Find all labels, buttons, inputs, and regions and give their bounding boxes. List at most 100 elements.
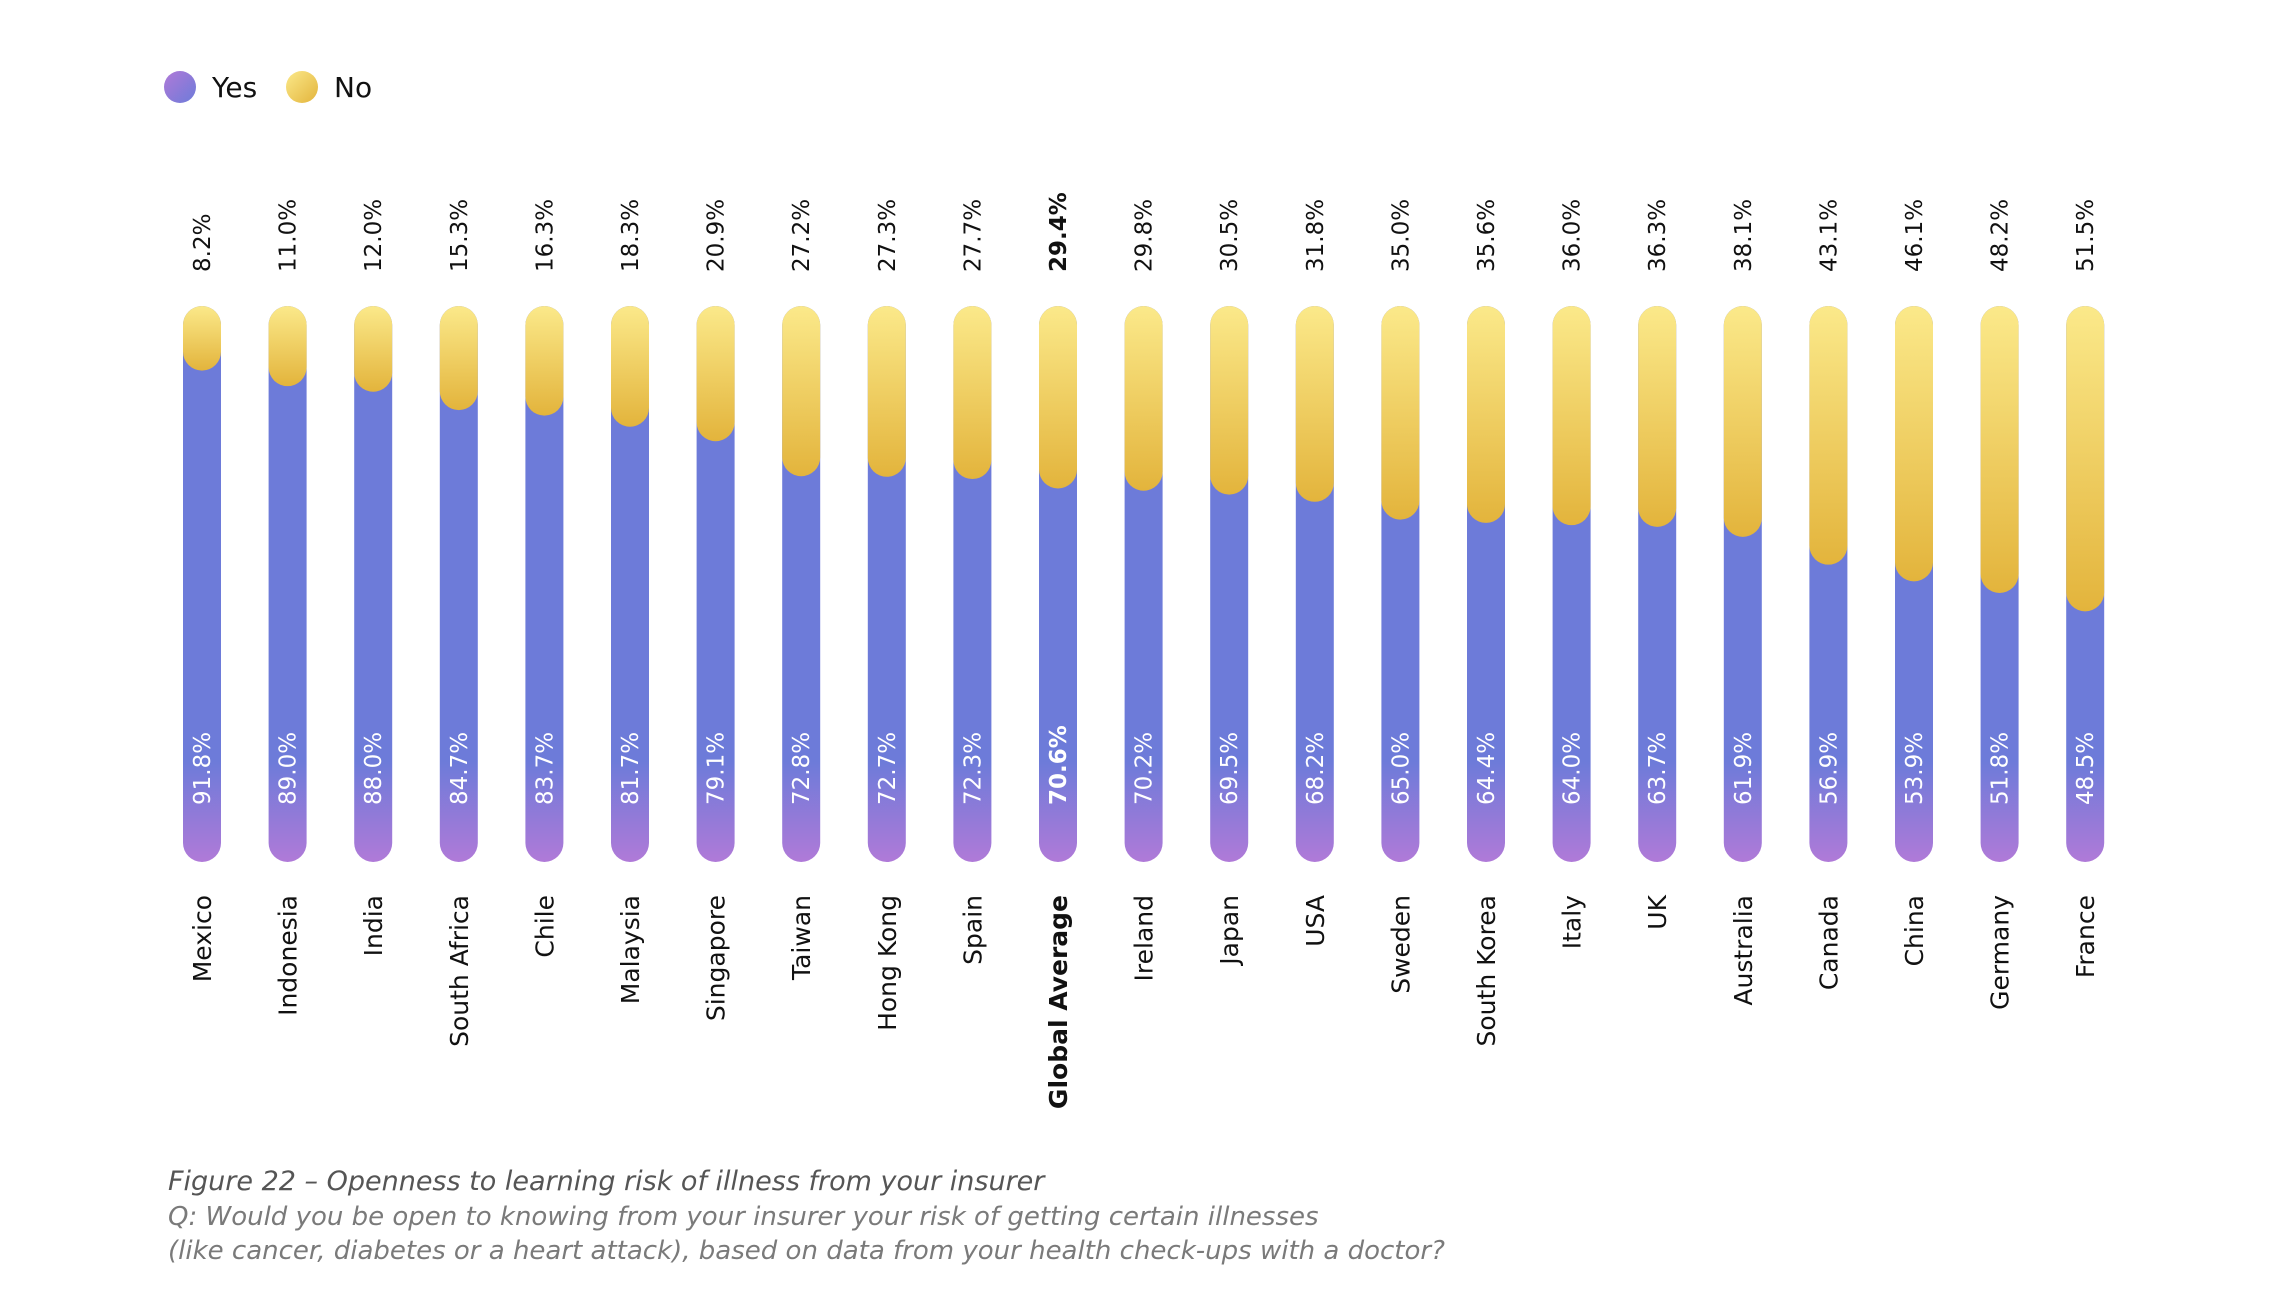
yes-value-label-japan: 69.5% bbox=[1217, 732, 1243, 805]
category-label-ireland: Ireland bbox=[1130, 895, 1159, 981]
legend-label-yes: Yes bbox=[211, 71, 257, 104]
yes-value-label-south-korea: 64.4% bbox=[1474, 732, 1500, 805]
category-label-spain: Spain bbox=[958, 895, 987, 965]
category-label-south-africa: South Africa bbox=[445, 895, 474, 1047]
bar-malaysia: 18.3% 81.7% Malaysia bbox=[611, 199, 649, 1004]
no-value-label-france: 51.5% bbox=[2073, 199, 2099, 272]
no-value-label-singapore: 20.9% bbox=[704, 199, 730, 272]
bar-taiwan: 27.2% 72.8% Taiwan bbox=[782, 199, 821, 981]
yes-value-label-india: 88.0% bbox=[361, 732, 387, 805]
bar-yes-india bbox=[354, 306, 393, 862]
bar-hong-kong: 27.3% 72.7% Hong Kong bbox=[867, 199, 906, 1031]
caption-title: Figure 22 – Openness to learning risk of… bbox=[168, 1166, 1045, 1197]
yes-value-label-south-africa: 84.7% bbox=[447, 732, 473, 805]
bar-no-taiwan bbox=[782, 306, 821, 477]
category-label-australia: Australia bbox=[1729, 895, 1758, 1006]
bar-no-australia bbox=[1723, 306, 1762, 537]
no-value-label-china: 46.1% bbox=[1902, 199, 1928, 272]
category-label-indonesia: Indonesia bbox=[274, 895, 303, 1016]
bar-uk: 36.3% 63.7% UK bbox=[1638, 199, 1677, 930]
yes-value-label-singapore: 79.1% bbox=[704, 732, 730, 805]
bar-no-malaysia bbox=[611, 306, 649, 427]
no-value-label-global-average: 29.4% bbox=[1046, 192, 1072, 272]
bar-no-germany bbox=[1980, 306, 2019, 593]
bar-no-hong-kong bbox=[867, 306, 906, 477]
bar-no-singapore bbox=[696, 306, 735, 442]
category-label-uk: UK bbox=[1643, 894, 1672, 929]
category-label-sweden: Sweden bbox=[1386, 895, 1415, 994]
category-label-india: India bbox=[359, 895, 388, 956]
yes-value-label-canada: 56.9% bbox=[1816, 732, 1842, 805]
bar-no-chile bbox=[525, 306, 564, 416]
category-label-singapore: Singapore bbox=[702, 895, 731, 1021]
bar-chile: 16.3% 83.7% Chile bbox=[525, 199, 564, 958]
category-label-japan: Japan bbox=[1215, 895, 1244, 967]
no-value-label-india: 12.0% bbox=[361, 199, 387, 272]
bar-no-mexico bbox=[183, 306, 221, 371]
bar-no-ireland bbox=[1124, 306, 1163, 491]
caption-question-line-2: (like cancer, diabetes or a heart attack… bbox=[168, 1236, 1445, 1266]
bar-france: 51.5% 48.5% France bbox=[2066, 199, 2105, 978]
bar-singapore: 20.9% 79.1% Singapore bbox=[696, 199, 735, 1021]
caption-question-line-1: Q: Would you be open to knowing from you… bbox=[168, 1202, 1319, 1232]
no-value-label-spain: 27.7% bbox=[960, 199, 986, 272]
bar-yes-south-africa bbox=[439, 306, 478, 862]
no-value-label-malaysia: 18.3% bbox=[618, 199, 644, 272]
no-value-label-germany: 48.2% bbox=[1988, 199, 2014, 272]
category-label-italy: Italy bbox=[1558, 895, 1587, 949]
no-value-label-indonesia: 11.0% bbox=[276, 199, 302, 272]
no-value-label-hong-kong: 27.3% bbox=[875, 199, 901, 272]
legend-swatch-no bbox=[286, 71, 318, 103]
yes-value-label-chile: 83.7% bbox=[532, 732, 558, 805]
yes-value-label-usa: 68.2% bbox=[1303, 732, 1329, 805]
no-value-label-canada: 43.1% bbox=[1816, 199, 1842, 272]
yes-value-label-sweden: 65.0% bbox=[1388, 732, 1414, 805]
yes-value-label-global-average: 70.6% bbox=[1046, 725, 1072, 805]
bar-india: 12.0% 88.0% India bbox=[354, 199, 393, 956]
yes-value-label-italy: 64.0% bbox=[1560, 732, 1586, 805]
bar-spain: 27.7% 72.3% Spain bbox=[953, 199, 992, 965]
category-label-china: China bbox=[1900, 895, 1929, 966]
no-value-label-australia: 38.1% bbox=[1731, 199, 1757, 272]
yes-value-label-france: 48.5% bbox=[2073, 732, 2099, 805]
legend-item-no: No bbox=[286, 71, 372, 104]
no-value-label-sweden: 35.0% bbox=[1388, 199, 1414, 272]
category-label-taiwan: Taiwan bbox=[787, 895, 816, 981]
bar-indonesia: 11.0% 89.0% Indonesia bbox=[268, 199, 307, 1016]
yes-value-label-uk: 63.7% bbox=[1645, 732, 1671, 805]
bar-yes-singapore bbox=[696, 306, 735, 862]
yes-value-label-indonesia: 89.0% bbox=[276, 732, 302, 805]
bar-germany: 48.2% 51.8% Germany bbox=[1980, 199, 2019, 1010]
yes-value-label-hong-kong: 72.7% bbox=[875, 732, 901, 805]
no-value-label-chile: 16.3% bbox=[532, 199, 558, 272]
no-value-label-usa: 31.8% bbox=[1303, 199, 1329, 272]
bar-no-italy bbox=[1552, 306, 1591, 526]
yes-value-label-malaysia: 81.7% bbox=[618, 732, 644, 805]
yes-value-label-germany: 51.8% bbox=[1988, 732, 2014, 805]
bar-yes-malaysia bbox=[611, 306, 649, 862]
legend-item-yes: Yes bbox=[164, 71, 257, 104]
bar-no-indonesia bbox=[268, 306, 307, 387]
category-label-canada: Canada bbox=[1814, 895, 1843, 990]
stacked-bar-chart: Yes No 8.2% 91.8% Mexico 11.0% 89.0% Indonesi… bbox=[164, 71, 2105, 1109]
bar-japan: 30.5% 69.5% Japan bbox=[1210, 199, 1249, 967]
bar-no-spain bbox=[953, 306, 992, 480]
no-value-label-taiwan: 27.2% bbox=[789, 199, 815, 272]
yes-value-label-mexico: 91.8% bbox=[190, 732, 216, 805]
bar-canada: 43.1% 56.9% Canada bbox=[1809, 199, 1848, 990]
bar-mexico: 8.2% 91.8% Mexico bbox=[183, 214, 221, 982]
bar-no-south-africa bbox=[439, 306, 478, 411]
bar-australia: 38.1% 61.9% Australia bbox=[1723, 199, 1762, 1006]
yes-value-label-china: 53.9% bbox=[1902, 732, 1928, 805]
category-label-south-korea: South Korea bbox=[1472, 895, 1501, 1046]
bar-italy: 36.0% 64.0% Italy bbox=[1552, 199, 1591, 949]
yes-value-label-australia: 61.9% bbox=[1731, 732, 1757, 805]
figure-caption: Figure 22 – Openness to learning risk of… bbox=[168, 1164, 2068, 1268]
legend-label-no: No bbox=[334, 71, 372, 104]
bar-no-uk bbox=[1638, 306, 1677, 527]
category-label-france: France bbox=[2071, 895, 2100, 978]
no-value-label-uk: 36.3% bbox=[1645, 199, 1671, 272]
category-label-mexico: Mexico bbox=[188, 895, 217, 982]
bar-no-japan bbox=[1210, 306, 1249, 495]
category-label-malaysia: Malaysia bbox=[616, 895, 645, 1004]
